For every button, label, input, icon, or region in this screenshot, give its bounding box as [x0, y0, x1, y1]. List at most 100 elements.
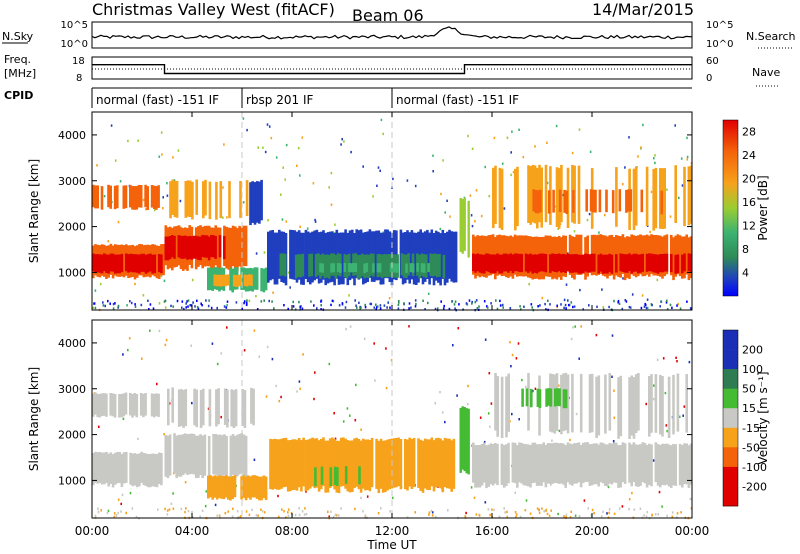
velocity-scatter-echo: [158, 329, 161, 333]
velocity-band-predawn: [116, 452, 119, 484]
power-band-evening-streak: [589, 189, 593, 212]
power-band-predawn-core: [133, 254, 137, 273]
power-band-midday-core: [299, 254, 302, 278]
velocity-ground-noise: [224, 512, 227, 515]
velocity-band-midday-green: [314, 467, 317, 487]
velocity-band-evening: [639, 444, 642, 486]
velocity-ground-noise: [515, 515, 517, 518]
power-band-evening: [678, 235, 682, 277]
velocity-scatter-echo: [611, 375, 613, 378]
power-band-evening-core: [491, 254, 495, 274]
velocity-band-evening: [586, 442, 589, 482]
power-band-evening-core: [621, 253, 625, 272]
power-band-evening-core: [626, 254, 629, 273]
velocity-band-evening-high: [617, 377, 620, 439]
velocity-ground-noise: [414, 511, 416, 514]
velocity-ground-noise: [565, 513, 568, 516]
power-ground-noise: [434, 307, 437, 311]
velocity-scatter-echo: [470, 486, 473, 489]
x-tick-label-0: 00:00: [75, 524, 110, 538]
velocity-scatter-echo: [439, 391, 441, 394]
power-ground-noise: [216, 306, 218, 310]
power-band-predawn-high: [133, 186, 136, 210]
power-scatter-echo: [427, 292, 430, 295]
power-band-evening-core: [615, 254, 618, 273]
velocity-ground-noise: [187, 509, 190, 513]
power-ground-noise: [170, 304, 172, 308]
power-ground-noise: [624, 299, 627, 302]
velocity-colorbar-label: Velocity [m s⁻¹]: [756, 371, 770, 464]
velocity-ground-noise: [281, 508, 283, 511]
power-band-morning-core: [184, 235, 187, 259]
power-band-midday-core: [387, 254, 391, 277]
power-band-morning-core: [181, 235, 185, 259]
power-scatter-echo: [446, 199, 448, 202]
velocity-scatter-echo: [676, 360, 678, 363]
velocity-band-midday: [421, 440, 425, 493]
velocity-band-evening: [630, 444, 633, 487]
power-scatter-echo: [440, 192, 442, 196]
power-scatter-echo: [680, 157, 683, 160]
velocity-band-evening-high: [650, 374, 653, 433]
velocity-band-evening: [566, 442, 570, 483]
power-band-midday-inner: [354, 263, 358, 273]
velocity-scatter-echo: [184, 481, 187, 484]
power-band-evening-streak: [532, 189, 535, 212]
velocity-scatter-echo: [299, 387, 301, 390]
velocity-band-predawn: [94, 451, 97, 483]
power-scatter-echo: [297, 147, 300, 150]
velocity-band-ionospheric: [242, 475, 246, 498]
velocity-band-morning-high: [182, 390, 185, 428]
power-band-morning-high: [204, 179, 207, 216]
power-scatter-echo: [296, 164, 298, 167]
power-band-evening-core: [650, 253, 653, 272]
power-ground-noise: [671, 306, 673, 310]
velocity-band-evening: [579, 444, 583, 488]
velocity-band-evening: [549, 443, 552, 484]
velocity-band-morning: [175, 435, 178, 479]
power-scatter-echo: [503, 207, 506, 210]
velocity-band-morning: [192, 433, 196, 475]
power-band-evening-core: [593, 253, 596, 272]
velocity-band-predawn: [157, 452, 161, 485]
velocity-band-predawn: [129, 452, 132, 485]
velocity-band-midday: [423, 438, 427, 489]
power-band-evening-core: [472, 253, 475, 272]
power-band-evening-core: [674, 254, 677, 274]
velocity-band-evening-high: [571, 373, 574, 433]
velocity-scatter-echo: [366, 495, 369, 498]
velocity-band-predawn: [105, 451, 108, 483]
velocity-ground-noise: [184, 510, 186, 514]
velocity-band-morning-high: [250, 387, 253, 424]
power-ground-noise: [665, 301, 668, 304]
power-band-evening-core: [518, 253, 521, 273]
velocity-band-evening-high: [566, 374, 570, 434]
velocity-scatter-echo: [122, 353, 124, 356]
velocity-scatter-echo: [302, 353, 304, 356]
power-band-evening-streak: [660, 190, 663, 215]
velocity-band-midday: [353, 438, 356, 489]
power-band-predawn: [122, 245, 126, 278]
power-band-evening-streak: [611, 190, 615, 214]
power-band-evening-core: [533, 254, 537, 273]
power-ground-noise: [644, 302, 646, 306]
power-ground-noise: [408, 302, 411, 305]
velocity-band-ionospheric: [218, 475, 221, 498]
beam-label: Beam 06: [352, 6, 424, 25]
power-scatter-echo: [301, 136, 304, 139]
power-ground-noise: [330, 303, 332, 307]
power-band-midday: [446, 231, 449, 283]
power-band-predawn-core: [105, 254, 108, 273]
velocity-band-midday: [331, 437, 334, 487]
velocity-scatter-echo: [452, 344, 454, 347]
power-band-evening-core: [502, 253, 506, 272]
power-band-evening-core: [487, 253, 490, 272]
power-ground-noise: [194, 305, 196, 308]
velocity-ground-noise: [546, 512, 549, 516]
power-band-midday: [269, 230, 272, 281]
velocity-ground-noise: [569, 516, 572, 519]
power-ground-noise: [332, 300, 335, 303]
power-scatter-echo: [669, 215, 672, 218]
velocity-band-evening-green: [521, 388, 524, 407]
power-scatter-echo: [674, 124, 676, 127]
